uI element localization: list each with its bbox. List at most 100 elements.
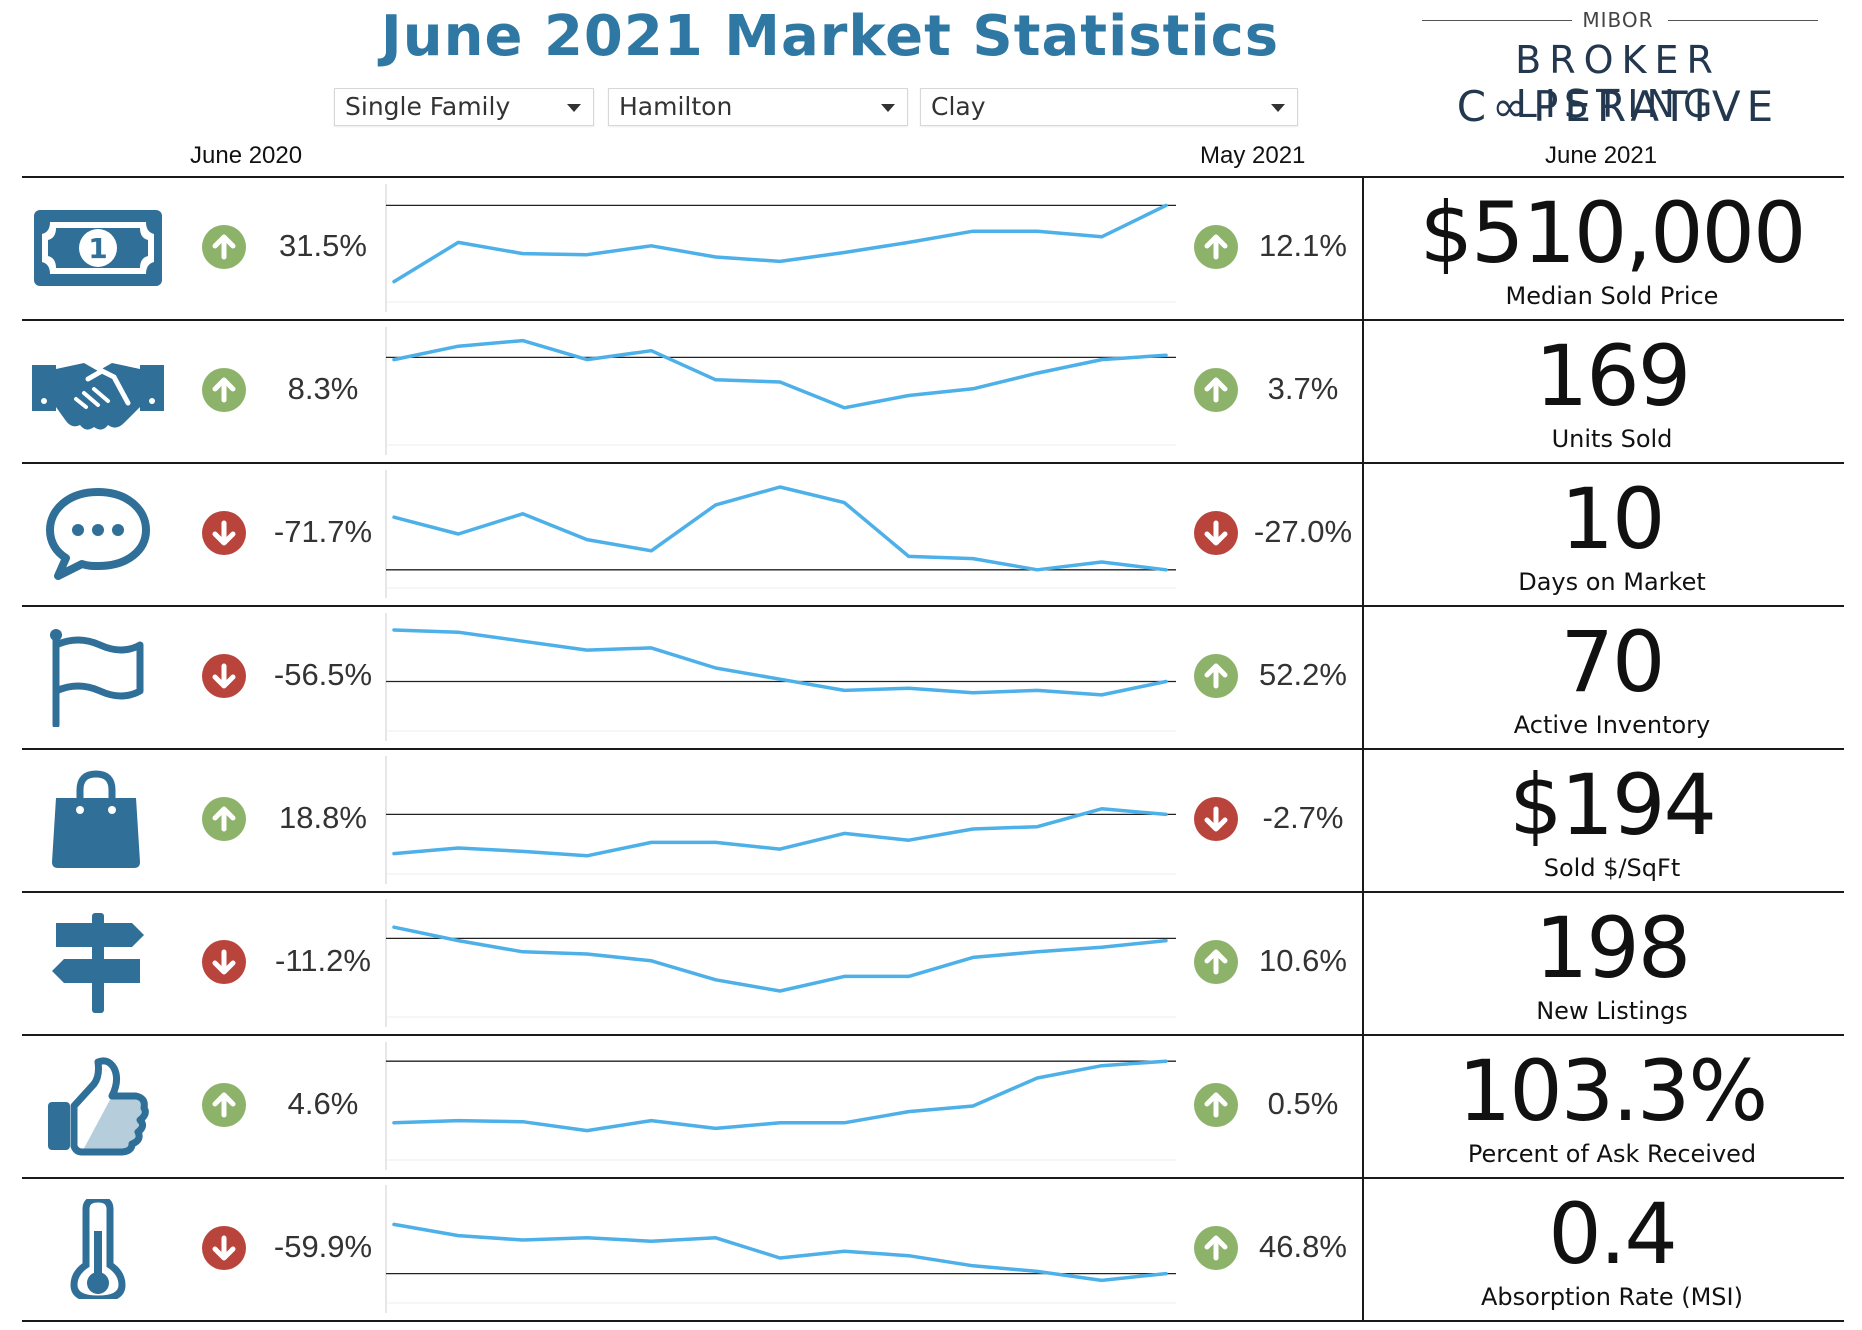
shopping-bag-icon [28, 770, 168, 870]
county-filter[interactable]: Hamilton [608, 88, 908, 126]
row-divider [22, 1177, 1844, 1179]
chevron-down-icon [567, 104, 581, 112]
yoy-change: 18.8% [279, 800, 367, 835]
arrow-down-icon [1194, 797, 1238, 841]
property-type-filter[interactable]: Single Family [334, 88, 594, 126]
logo-line2: C∞PERATIVE [1456, 82, 1780, 131]
arrow-down-icon [202, 511, 246, 555]
logo-line1: BROKER LISTING [1515, 38, 1721, 126]
yoy-change: -71.7% [273, 514, 373, 549]
metric-row: 4.6% 0.5% 103.3% Percent of Ask Received [22, 1036, 1844, 1179]
mom-change: 3.7% [1267, 371, 1339, 406]
trend-line [392, 1059, 1168, 1133]
metric-row: 8.3% 3.7% 169 Units Sold [22, 321, 1844, 464]
column-divider [1362, 464, 1364, 607]
trend-line [392, 203, 1168, 284]
chevron-down-icon [881, 104, 895, 112]
arrow-down-icon [202, 1226, 246, 1270]
metric-value: 198 [1534, 899, 1691, 997]
logo: MIBOR BROKER LISTING C∞PERATIVE [1418, 8, 1818, 131]
column-header-prior-year: June 2020 [190, 142, 303, 169]
row-divider [22, 1034, 1844, 1036]
row-divider [22, 1320, 1844, 1322]
handshake-icon [28, 341, 168, 441]
arrow-up-icon [1194, 940, 1238, 984]
township-value: Clay [931, 92, 986, 121]
metric-label: Sold $/SqFt [1543, 854, 1681, 882]
county-value: Hamilton [619, 92, 733, 121]
row-divider [22, 319, 1844, 321]
trend-sparkline [384, 327, 1176, 455]
mom-change: 0.5% [1267, 1086, 1339, 1121]
column-divider [1362, 607, 1364, 750]
logo-rule-left [1422, 20, 1572, 21]
metric-row: -11.2% 10.6% 198 New Listings [22, 893, 1844, 1036]
arrow-up-icon [202, 225, 246, 269]
arrow-down-icon [202, 654, 246, 698]
township-filter[interactable]: Clay [920, 88, 1298, 126]
metric-label: New Listings [1536, 997, 1688, 1025]
metric-row: -59.9% 46.8% 0.4 Absorption Rate (MSI) [22, 1179, 1844, 1322]
thermometer-icon [28, 1195, 168, 1303]
metric-label: Median Sold Price [1505, 282, 1719, 310]
metric-label: Percent of Ask Received [1467, 1140, 1757, 1168]
chat-icon [28, 484, 168, 584]
trend-sparkline [384, 756, 1176, 884]
metric-value: $194 [1509, 756, 1717, 854]
mom-change: 12.1% [1259, 228, 1347, 263]
svg-text:1: 1 [88, 232, 107, 265]
trend-line [392, 485, 1168, 572]
trend-sparkline [384, 1042, 1176, 1170]
metric-row: -56.5% 52.2% 70 Active Inventory [22, 607, 1844, 750]
column-divider [1362, 1179, 1364, 1322]
metric-row: -71.7% -27.0% 10 Days on Market [22, 464, 1844, 607]
row-divider [22, 891, 1844, 893]
property-type-value: Single Family [345, 92, 511, 121]
chevron-down-icon [1271, 104, 1285, 112]
metric-row: 1 31.5% 12.1% $510,000 Median Sold Price [22, 178, 1844, 321]
yoy-change: -11.2% [275, 943, 371, 978]
trend-sparkline [384, 613, 1176, 741]
trend-line [392, 338, 1168, 410]
mom-change: -27.0% [1253, 514, 1353, 549]
arrow-up-icon [1194, 1226, 1238, 1270]
trend-sparkline [384, 1185, 1176, 1313]
column-divider [1362, 893, 1364, 1036]
metric-label: Active Inventory [1513, 711, 1711, 739]
metric-value: $510,000 [1419, 184, 1807, 282]
metric-row: 18.8% -2.7% $194 Sold $/SqFt [22, 750, 1844, 893]
header-divider [22, 176, 1844, 178]
column-header-prior-month: May 2021 [1200, 142, 1306, 169]
trend-line [392, 1222, 1168, 1283]
mom-change: 10.6% [1259, 943, 1347, 978]
metric-label: Absorption Rate (MSI) [1481, 1283, 1743, 1311]
yoy-change: -56.5% [273, 657, 373, 692]
arrow-up-icon [202, 368, 246, 412]
column-divider [1362, 1036, 1364, 1179]
trend-line [392, 807, 1168, 858]
mom-change: 46.8% [1259, 1229, 1347, 1264]
logo-top-text: MIBOR [1582, 8, 1654, 32]
signpost-icon [28, 913, 168, 1013]
metric-value: 0.4 [1548, 1185, 1678, 1283]
arrow-down-icon [1194, 511, 1238, 555]
metric-value: 10 [1560, 470, 1666, 568]
yoy-change: 8.3% [287, 371, 359, 406]
metric-value: 103.3% [1457, 1042, 1768, 1140]
trend-sparkline [384, 899, 1176, 1027]
arrow-up-icon [1194, 654, 1238, 698]
trend-line [392, 925, 1168, 993]
flag-icon [28, 627, 168, 729]
column-divider [1362, 321, 1364, 464]
arrow-up-icon [202, 797, 246, 841]
row-divider [22, 748, 1844, 750]
yoy-change: -59.9% [273, 1229, 373, 1264]
column-divider [1362, 750, 1364, 893]
trend-sparkline [384, 184, 1176, 312]
trend-line [392, 628, 1168, 697]
money-icon: 1 [28, 198, 168, 298]
arrow-up-icon [1194, 1083, 1238, 1127]
row-divider [22, 605, 1844, 607]
thumbs-up-icon [28, 1056, 168, 1156]
metric-label: Units Sold [1551, 425, 1673, 453]
